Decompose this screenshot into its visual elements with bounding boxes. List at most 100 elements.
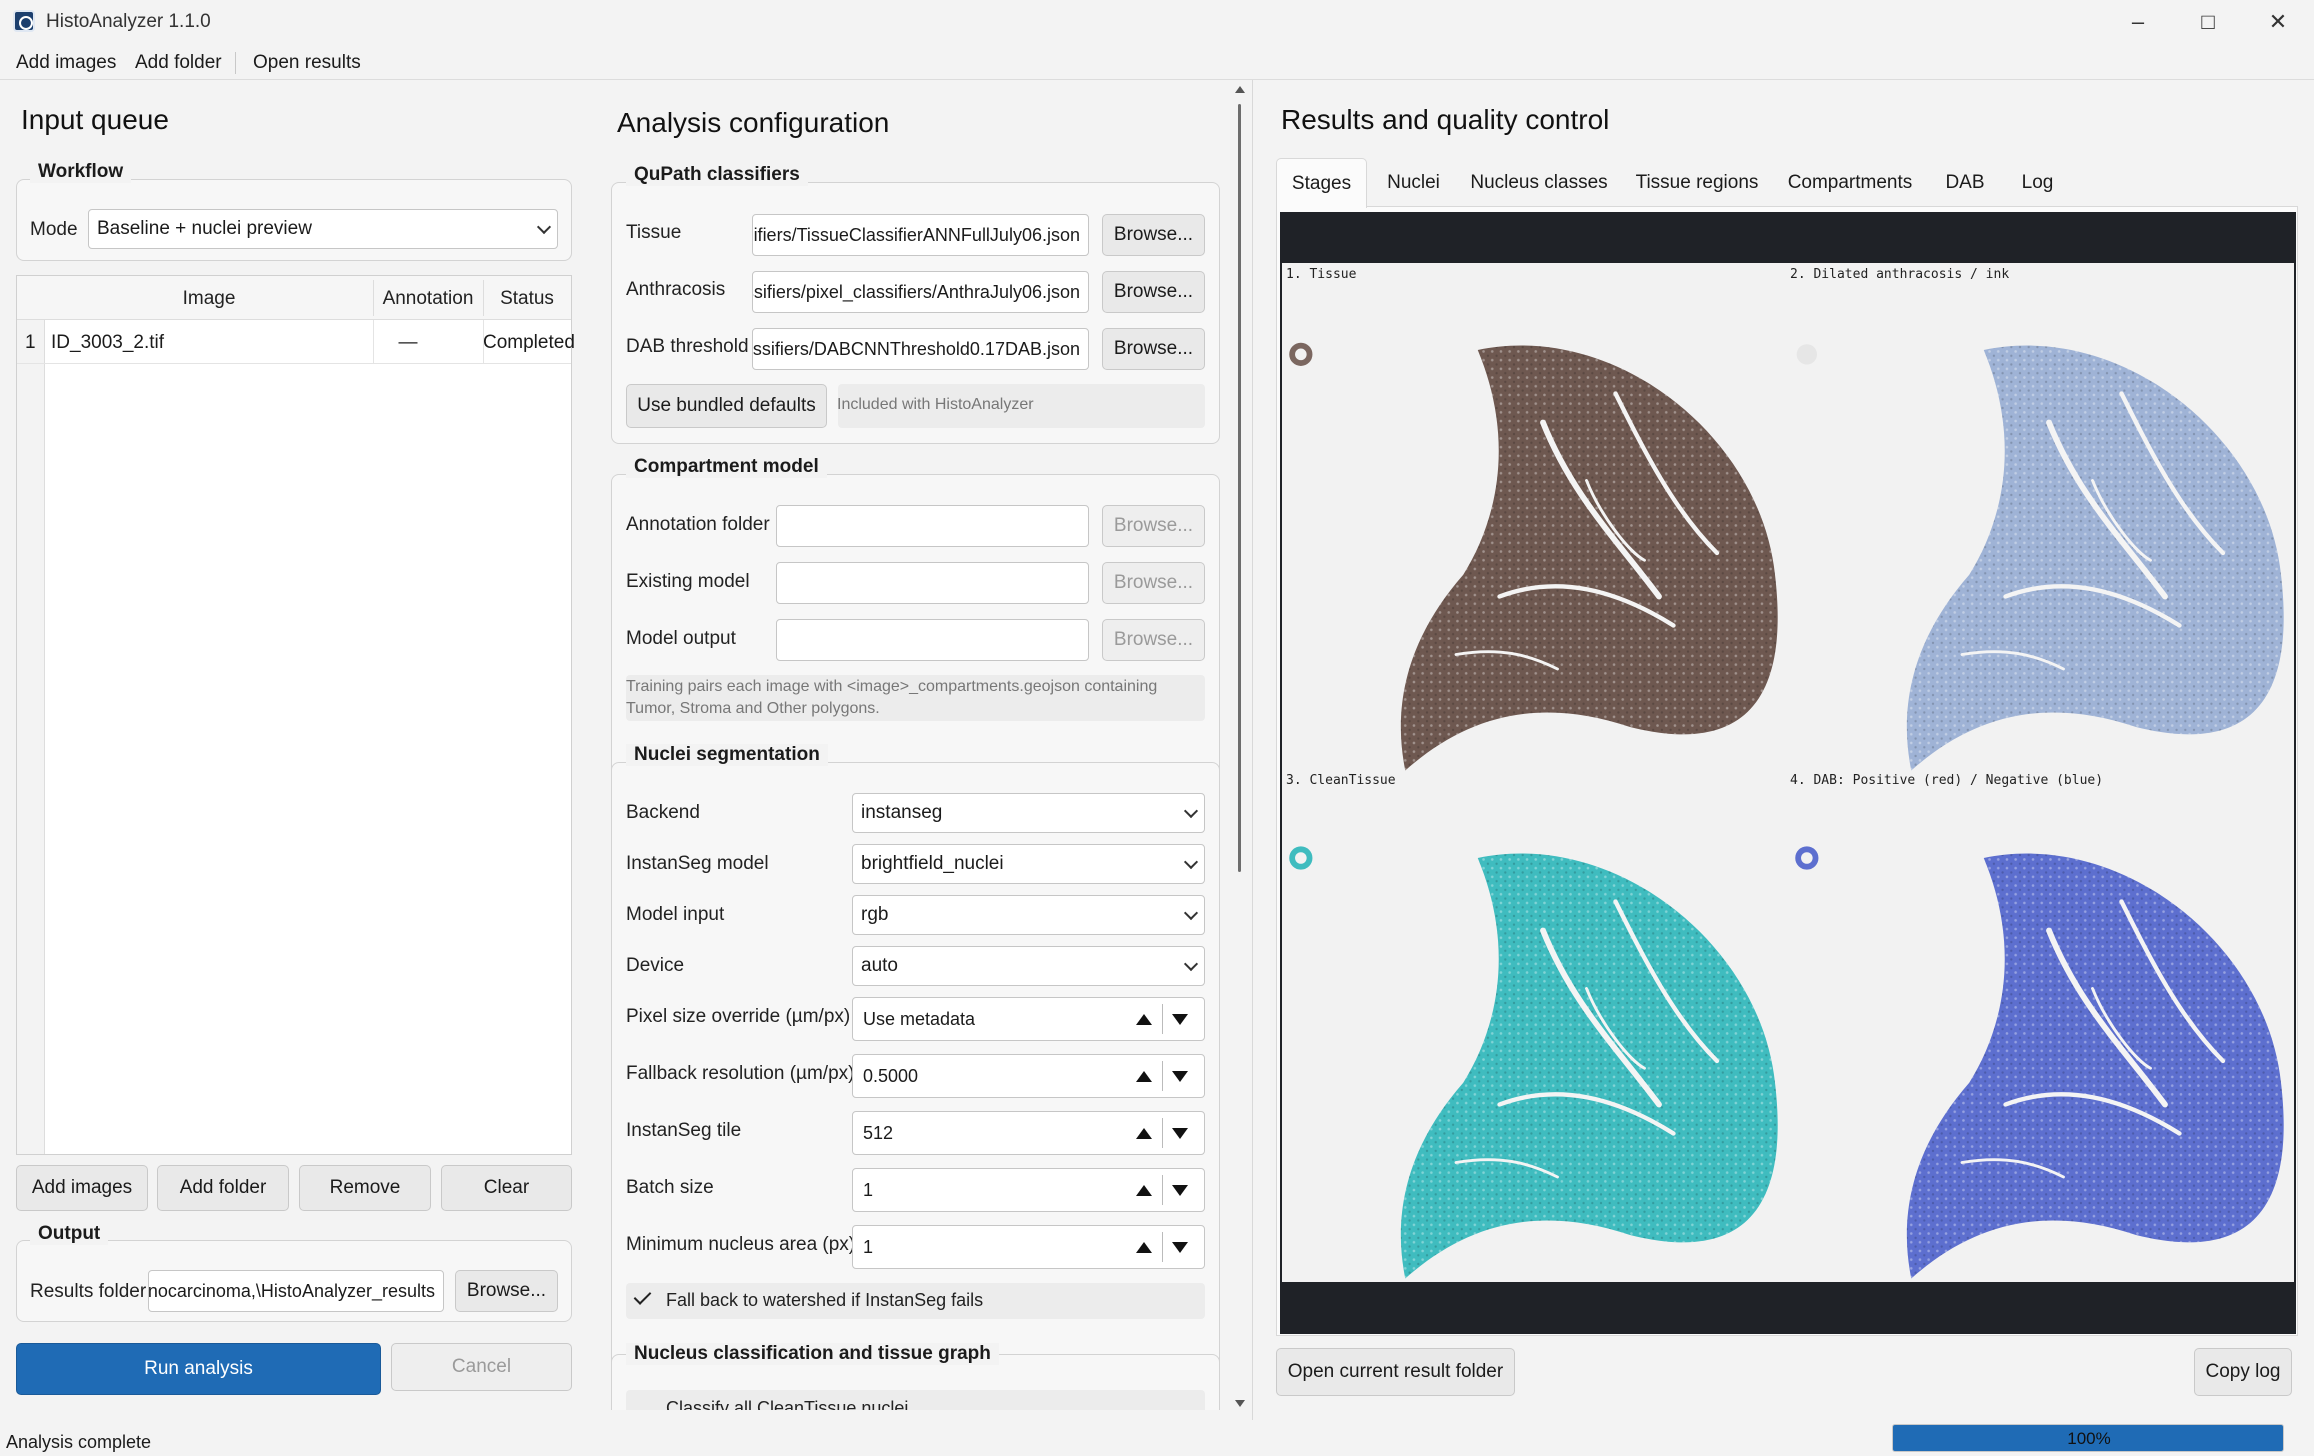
spin-up-icon[interactable] xyxy=(1136,1071,1152,1082)
workflow-label: Workflow xyxy=(30,161,132,183)
model-input-select[interactable]: rgb xyxy=(852,895,1205,935)
config-scrollbar[interactable] xyxy=(1231,86,1249,1408)
model-output-field[interactable] xyxy=(776,619,1089,661)
tab-compartments[interactable]: Compartments xyxy=(1787,172,1913,193)
existing-model-browse-button[interactable]: Browse... xyxy=(1102,562,1205,604)
device-select[interactable]: auto xyxy=(852,946,1205,986)
stage-quadrants xyxy=(1289,342,2284,1279)
fallback-resolution-label: Fallback resolution (µm/px) xyxy=(626,1063,855,1084)
tissue-label: Tissue xyxy=(626,222,682,243)
window-title: HistoAnalyzer 1.1.0 xyxy=(46,11,211,32)
column-header-status[interactable]: Status xyxy=(500,288,554,309)
quadrant-tissue xyxy=(1289,342,1778,771)
maximize-icon[interactable]: □ xyxy=(2201,9,2215,34)
cell-status: Completed xyxy=(483,332,575,353)
minimize-icon[interactable]: – xyxy=(2131,9,2145,34)
instanseg-tile-spinbox[interactable]: 512 xyxy=(852,1111,1205,1155)
quadrant-label-1: 1. Tissue xyxy=(1286,267,1357,282)
bundled-note-box xyxy=(838,384,1205,428)
column-header-image[interactable]: Image xyxy=(182,288,236,309)
table-row[interactable]: 1 ID_3003_2.tif — Completed xyxy=(17,320,575,364)
anthracosis-browse-button[interactable]: Browse... xyxy=(1102,271,1205,313)
spin-down-icon[interactable] xyxy=(1172,1014,1188,1025)
dab-browse-button[interactable]: Browse... xyxy=(1102,328,1205,370)
anthracosis-classifier-field[interactable]: ssifiers/pixel_classifiers/AnthraJuly06.… xyxy=(752,271,1089,313)
cancel-button[interactable]: Cancel xyxy=(391,1343,572,1391)
pixel-size-spinbox[interactable]: Use metadata xyxy=(852,997,1205,1041)
add-folder-button[interactable]: Add folder xyxy=(157,1165,289,1211)
spin-down-icon[interactable] xyxy=(1172,1128,1188,1139)
results-folder-field[interactable]: nocarcinoma,\HistoAnalyzer_results xyxy=(148,1270,444,1312)
copy-log-button[interactable]: Copy log xyxy=(2194,1348,2292,1396)
scroll-up-icon[interactable] xyxy=(1235,86,1245,93)
quadrant-label-4: 4. DAB: Positive (red) / Negative (blue) xyxy=(1790,773,2104,788)
remove-button[interactable]: Remove xyxy=(299,1165,431,1211)
progress-bar: 100% xyxy=(1892,1424,2284,1452)
menu-add-folder[interactable]: Add folder xyxy=(135,52,222,73)
quadrant-label-3: 3. CleanTissue xyxy=(1286,773,1396,788)
menu-add-images[interactable]: Add images xyxy=(16,52,117,73)
column-header-annotation[interactable]: Annotation xyxy=(382,288,474,309)
column-divider xyxy=(483,320,484,364)
spin-up-icon[interactable] xyxy=(1136,1014,1152,1025)
chevron-down-icon xyxy=(1183,905,1199,921)
annotation-folder-field[interactable] xyxy=(776,505,1089,547)
batch-size-spinbox[interactable]: 1 xyxy=(852,1168,1205,1212)
pixel-size-label: Pixel size override (µm/px) xyxy=(626,1006,851,1027)
table-header xyxy=(17,276,571,320)
quadrant-dab xyxy=(1795,846,2284,1279)
run-analysis-button[interactable]: Run analysis xyxy=(16,1343,381,1395)
title-bar: HistoAnalyzer 1.1.0 – □ ✕ xyxy=(0,0,2314,44)
tissue-classifier-field[interactable]: sifiers/TissueClassifierANNFullJuly06.js… xyxy=(752,214,1089,256)
mode-select[interactable]: Baseline + nuclei preview xyxy=(88,209,558,249)
classify-checkbox-row[interactable] xyxy=(626,1390,1205,1410)
instanseg-model-select[interactable]: brightfield_nuclei xyxy=(852,844,1205,884)
scrollbar-thumb[interactable] xyxy=(1238,104,1241,872)
device-label: Device xyxy=(626,955,685,976)
compartment-note-box xyxy=(626,675,1205,721)
results-browse-button[interactable]: Browse... xyxy=(455,1270,558,1312)
model-output-browse-button[interactable]: Browse... xyxy=(1102,619,1205,661)
stage-canvas: 1. Tissue 2. Dilated anthracosis / ink 3… xyxy=(1282,263,2294,1282)
spin-up-icon[interactable] xyxy=(1136,1185,1152,1196)
progress-label: 100% xyxy=(2067,1429,2111,1448)
cell-image: ID_3003_2.tif xyxy=(51,332,165,353)
open-result-folder-button[interactable]: Open current result folder xyxy=(1276,1348,1515,1396)
scroll-down-icon[interactable] xyxy=(1235,1400,1245,1407)
spin-down-icon[interactable] xyxy=(1172,1071,1188,1082)
tab-tissue-regions[interactable]: Tissue regions xyxy=(1635,172,1759,193)
use-bundled-defaults-button[interactable]: Use bundled defaults xyxy=(626,384,827,428)
add-images-button[interactable]: Add images xyxy=(16,1165,148,1211)
tab-stages[interactable]: Stages xyxy=(1276,158,1367,208)
tab-nuclei[interactable]: Nuclei xyxy=(1387,172,1440,193)
image-table[interactable]: Image Annotation Status 1 ID_3003_2.tif … xyxy=(16,275,575,1155)
tab-dab[interactable]: DAB xyxy=(1945,172,1985,193)
watershed-checkbox-row[interactable] xyxy=(626,1283,1205,1319)
spin-down-icon[interactable] xyxy=(1172,1185,1188,1196)
tissue-browse-button[interactable]: Browse... xyxy=(1102,214,1205,256)
classification-label: Nucleus classification and tissue graph xyxy=(626,1343,999,1365)
quadrant-anthracosis xyxy=(1796,344,2284,771)
tab-log[interactable]: Log xyxy=(2021,172,2054,193)
existing-model-field[interactable] xyxy=(776,562,1089,604)
close-icon[interactable]: ✕ xyxy=(2268,9,2288,34)
mode-value: Baseline + nuclei preview xyxy=(97,218,312,239)
backend-select[interactable]: instanseg xyxy=(852,793,1205,833)
min-nucleus-area-spinbox[interactable]: 1 xyxy=(852,1225,1205,1269)
progress-fill xyxy=(1893,1425,2283,1451)
input-queue-title: Input queue xyxy=(21,104,169,135)
tab-nucleus-classes[interactable]: Nucleus classes xyxy=(1470,172,1608,193)
spin-divider xyxy=(1162,1061,1163,1091)
menu-open-results[interactable]: Open results xyxy=(253,52,361,73)
annotation-browse-button[interactable]: Browse... xyxy=(1102,505,1205,547)
existing-model-label: Existing model xyxy=(626,571,750,592)
clear-button[interactable]: Clear xyxy=(441,1165,572,1211)
spin-up-icon[interactable] xyxy=(1136,1128,1152,1139)
spin-up-icon[interactable] xyxy=(1136,1242,1152,1253)
results-title: Results and quality control xyxy=(1281,104,1610,135)
spin-divider xyxy=(1162,1232,1163,1262)
dab-classifier-field[interactable]: assifiers/DABCNNThreshold0.17DAB.json xyxy=(752,328,1089,370)
config-scroll-area[interactable]: Analysis configuration QuPath classifier… xyxy=(596,80,1252,1410)
fallback-resolution-spinbox[interactable]: 0.5000 xyxy=(852,1054,1205,1098)
spin-down-icon[interactable] xyxy=(1172,1242,1188,1253)
